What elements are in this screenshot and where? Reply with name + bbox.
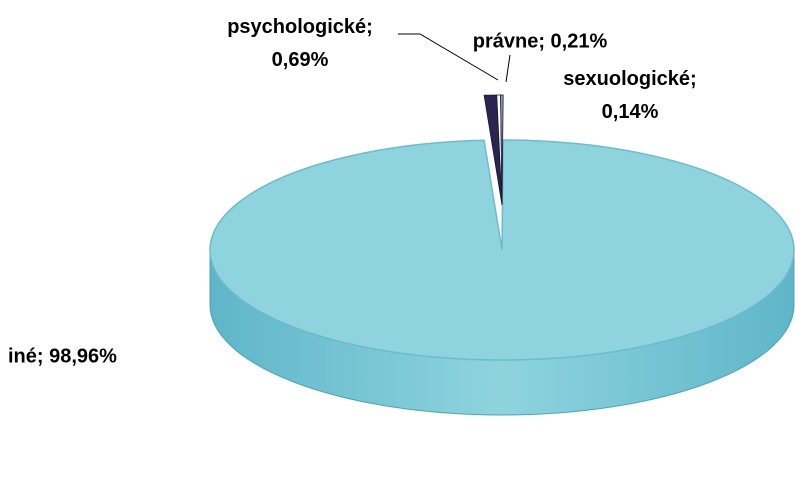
data-label: iné; 98,96% [8,345,117,367]
leader-line [398,33,499,81]
labels: iné; 98,96% psychologické; 0,69% právne; 0,… [8,16,697,367]
pie-slice [500,94,504,206]
leader-line [505,54,511,83]
data-label: právne; 0,21% [473,30,608,52]
pie-slice [209,139,795,361]
data-label: sexuologické; 0,14% [563,68,696,123]
data-label: psychologické; 0,69% [227,16,373,71]
pie [209,94,795,416]
